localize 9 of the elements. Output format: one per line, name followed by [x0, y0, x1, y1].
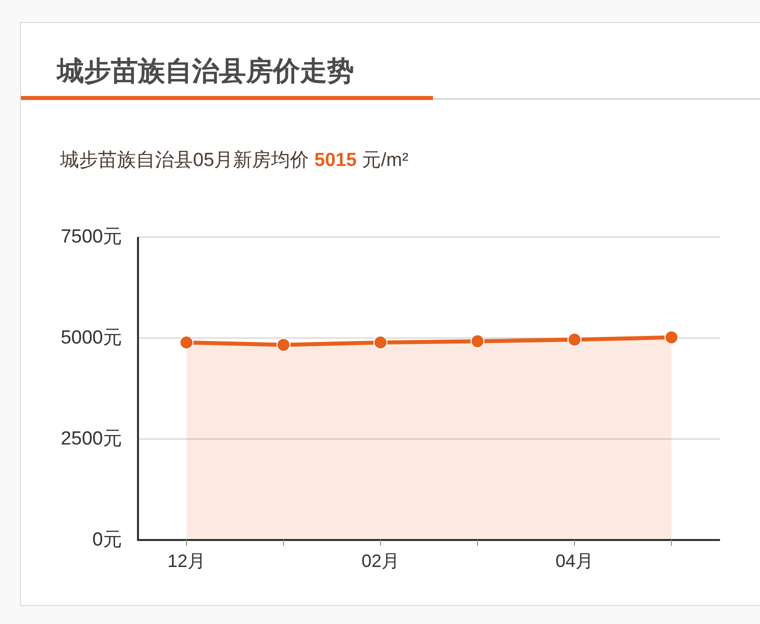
- title: 城步苗族自治县房价走势: [57, 56, 354, 86]
- y-tick-label: 5000元: [60, 328, 122, 348]
- y-tick-label: 7500元: [60, 226, 122, 248]
- y-tick-label: 0元: [92, 530, 122, 550]
- x-tick-label: 12月: [167, 551, 206, 571]
- y-tick-label: 2500元: [60, 428, 122, 450]
- x-tick-label: 02月: [361, 551, 400, 571]
- subtitle: 城步苗族自治县05月新房均价 5015 元/m²: [60, 150, 408, 171]
- x-tick-label: 04月: [555, 551, 594, 571]
